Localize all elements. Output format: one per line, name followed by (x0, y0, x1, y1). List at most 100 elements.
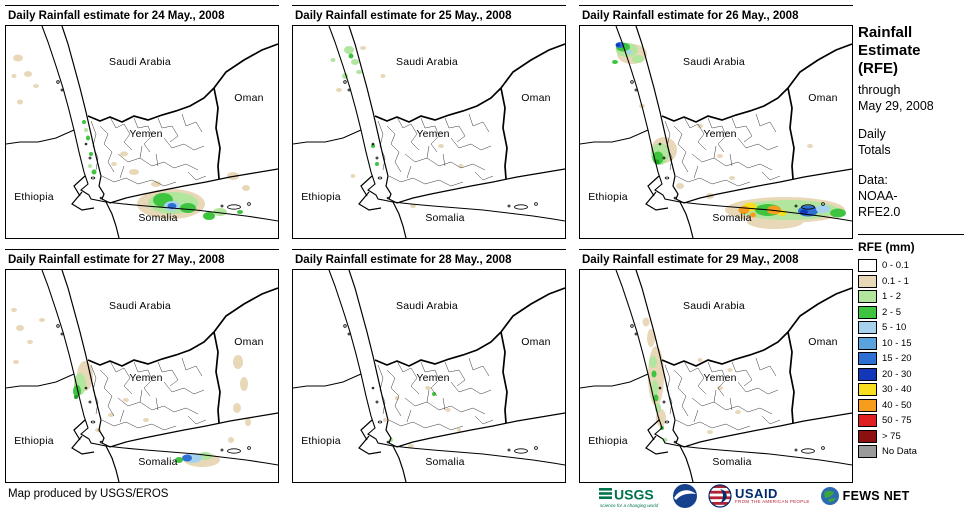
rain-cell (242, 185, 250, 191)
label-somalia: Somalia (138, 212, 178, 224)
rain-cell (653, 394, 659, 402)
legend-label: 20 - 30 (882, 368, 912, 380)
panel-title: Daily Rainfall estimate for 28 May., 200… (292, 249, 566, 270)
rain-cell (203, 212, 215, 220)
legend-item: 10 - 15 (858, 336, 964, 352)
rain-cell (360, 46, 366, 50)
rain-cell (438, 144, 444, 148)
rain-cell (371, 144, 375, 148)
rain-cell (348, 53, 354, 59)
legend-label: 40 - 50 (882, 399, 912, 411)
panel-title: Daily Rainfall estimate for 26 May., 200… (579, 5, 853, 26)
rain-cell (89, 152, 93, 156)
rain-cell (729, 176, 735, 180)
rain-cell (151, 181, 161, 187)
map-canvas: Saudi Arabia Oman Yemen Ethiopia Somalia (579, 270, 853, 483)
map-panel-24may: Daily Rainfall estimate for 24 May., 200… (5, 5, 279, 239)
map-panel-29may: Daily Rainfall estimate for 29 May., 200… (579, 249, 853, 483)
rain-cell (13, 54, 23, 62)
map-panel-28may: Daily Rainfall estimate for 28 May., 200… (292, 249, 566, 483)
rain-cell (213, 208, 227, 216)
rain-cell (240, 377, 248, 391)
rain-cell (123, 398, 129, 402)
rain-cell (356, 70, 362, 74)
legend-swatch (858, 305, 877, 319)
rain-cell (143, 418, 149, 422)
rain-cell (649, 356, 657, 368)
usgs-logo-text: USGS (614, 486, 654, 502)
rain-cell (612, 60, 618, 64)
legend-label: 10 - 15 (882, 337, 912, 349)
map-panel-26may: Daily Rainfall estimate for 26 May., 200… (579, 5, 853, 239)
legend-swatch (858, 445, 877, 459)
label-oman: Oman (521, 92, 551, 104)
rain-cell (816, 205, 830, 213)
rain-cell (16, 325, 24, 331)
rain-cell (717, 154, 723, 158)
panel-title: Daily Rainfall estimate for 27 May., 200… (5, 249, 279, 270)
rain-cell (350, 174, 356, 178)
label-yemen: Yemen (129, 372, 163, 384)
label-ethiopia: Ethiopia (301, 435, 341, 447)
rain-cell (175, 457, 183, 463)
map-svg (580, 26, 852, 238)
rain-overlay (11, 54, 250, 220)
legend-label: 0.1 - 1 (882, 275, 909, 287)
label-yemen: Yemen (703, 372, 737, 384)
label-somalia: Somalia (425, 456, 465, 468)
usgs-tagline: science for a changing world (600, 503, 659, 508)
map-grid: Daily Rainfall estimate for 24 May., 200… (5, 5, 853, 483)
legend-swatch (858, 383, 877, 397)
rain-cell (656, 409, 666, 427)
legend-swatch (858, 352, 877, 366)
rain-cell (336, 88, 342, 92)
rain-cell (807, 144, 813, 148)
rain-cell (91, 169, 97, 175)
rain-cell (380, 74, 386, 78)
map-svg (293, 270, 565, 482)
panel-title: Daily Rainfall estimate for 25 May., 200… (292, 5, 566, 26)
legend-item: 15 - 20 (858, 351, 964, 367)
label-oman: Oman (808, 336, 838, 348)
label-saudi-arabia: Saudi Arabia (396, 56, 458, 68)
rain-cell (425, 386, 431, 390)
label-yemen: Yemen (129, 128, 163, 140)
label-saudi-arabia: Saudi Arabia (683, 56, 745, 68)
legend-label: 15 - 20 (882, 353, 912, 365)
daily-totals: Daily Totals (858, 127, 891, 157)
label-somalia: Somalia (425, 212, 465, 224)
rain-cell (632, 55, 644, 63)
rain-cell (27, 340, 33, 344)
rain-cell (647, 329, 655, 347)
label-yemen: Yemen (416, 128, 450, 140)
legend-label: 50 - 75 (882, 415, 912, 427)
rain-cell (676, 183, 684, 189)
footer: Map produced by USGS/EROS USGS science f… (0, 480, 967, 511)
legend-swatch (858, 336, 877, 350)
rain-cell (351, 59, 359, 65)
rain-cell (626, 49, 632, 55)
legend-label: No Data (882, 446, 917, 458)
legend-item: 20 - 30 (858, 367, 964, 383)
rain-cell (651, 370, 657, 378)
rain-cell (457, 428, 461, 432)
usgs-logo: USGS science for a changing world (599, 486, 659, 508)
label-ethiopia: Ethiopia (301, 191, 341, 203)
rain-cell (410, 204, 416, 208)
rain-cell (330, 58, 336, 62)
rain-cell (129, 169, 139, 175)
label-yemen: Yemen (703, 128, 737, 140)
legend-swatch (858, 321, 877, 335)
rain-cell (84, 128, 88, 132)
rain-cell (233, 355, 243, 369)
map-svg (6, 270, 278, 482)
label-ethiopia: Ethiopia (14, 191, 54, 203)
map-canvas: Saudi Arabia Oman Yemen Ethiopia Somalia (5, 270, 279, 483)
noaa-logo (673, 484, 697, 508)
rain-cell (408, 444, 414, 448)
label-saudi-arabia: Saudi Arabia (109, 300, 171, 312)
rain-cell (228, 437, 234, 443)
legend-label: 0 - 0.1 (882, 260, 909, 272)
rain-cell (11, 74, 17, 78)
legend-label: 30 - 40 (882, 384, 912, 396)
